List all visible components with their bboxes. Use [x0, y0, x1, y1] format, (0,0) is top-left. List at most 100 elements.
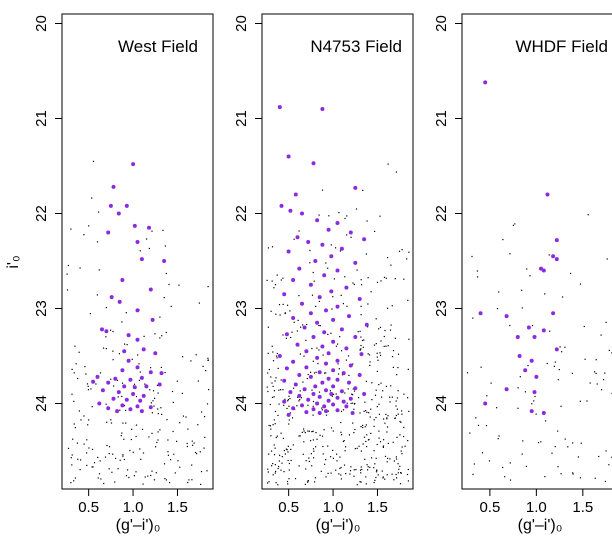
highlighted-point — [286, 249, 291, 254]
background-point — [400, 421, 402, 423]
y-axis: 20 21 22 23 24 — [233, 15, 262, 412]
background-point — [181, 392, 183, 394]
background-point — [90, 388, 92, 390]
background-point — [196, 453, 198, 455]
background-point — [365, 410, 367, 412]
background-point — [477, 276, 479, 278]
background-point — [273, 419, 275, 421]
background-point — [153, 405, 155, 407]
background-point — [281, 456, 283, 458]
background-point — [353, 283, 355, 286]
background-point — [299, 399, 301, 401]
background-point — [603, 379, 605, 381]
highlighted-point — [483, 80, 488, 85]
background-point — [529, 275, 531, 277]
background-point — [367, 277, 369, 279]
x-tick-label: 0.5 — [78, 499, 99, 516]
highlighted-point — [132, 223, 137, 228]
highlighted-point — [304, 365, 309, 370]
background-point — [139, 448, 141, 450]
background-point — [207, 359, 209, 361]
background-point — [315, 305, 317, 307]
x-tick-label: 1.0 — [123, 499, 144, 516]
background-point — [389, 329, 392, 331]
background-point — [84, 366, 86, 368]
background-point — [151, 412, 153, 414]
background-point — [270, 310, 272, 312]
background-point — [359, 469, 362, 471]
highlighted-point — [311, 161, 316, 166]
background-point — [395, 473, 397, 476]
background-point — [187, 428, 189, 430]
background-point — [496, 308, 499, 310]
background-point — [401, 453, 403, 455]
background-point — [340, 466, 342, 469]
background-point — [307, 480, 309, 482]
background-point — [277, 467, 279, 470]
background-point — [121, 382, 124, 384]
background-point — [347, 388, 349, 390]
background-point — [392, 350, 395, 352]
background-point — [347, 355, 350, 357]
background-point — [67, 264, 69, 267]
background-point — [207, 357, 209, 359]
background-point — [373, 481, 375, 484]
background-points — [266, 163, 410, 486]
background-point — [472, 473, 474, 475]
background-point — [385, 413, 387, 415]
background-point — [277, 484, 279, 486]
background-point — [378, 328, 380, 330]
background-point — [341, 374, 344, 376]
background-point — [369, 361, 371, 363]
highlighted-point — [120, 403, 125, 408]
y-tick-label: 24 — [33, 395, 50, 412]
background-point — [383, 439, 385, 441]
background-point — [353, 432, 355, 434]
background-point — [471, 255, 473, 258]
background-point — [348, 434, 350, 436]
background-point — [531, 325, 534, 327]
highlighted-point — [122, 349, 127, 354]
y-tick-label: 24 — [433, 395, 450, 412]
background-point — [312, 271, 314, 274]
background-point — [191, 464, 193, 466]
background-point — [340, 421, 342, 424]
background-point — [156, 441, 158, 444]
background-point — [514, 223, 516, 225]
background-point — [163, 297, 165, 299]
background-point — [366, 446, 368, 448]
background-point — [267, 471, 269, 473]
background-point — [105, 336, 107, 338]
background-point — [496, 407, 498, 409]
background-point — [376, 352, 378, 354]
background-point — [486, 395, 488, 397]
background-point — [560, 473, 562, 475]
highlighted-point — [308, 282, 313, 287]
background-point — [363, 436, 366, 438]
background-point — [268, 481, 270, 483]
background-point — [156, 384, 158, 386]
background-point — [318, 214, 320, 216]
highlighted-point — [554, 257, 559, 262]
highlighted-point — [320, 242, 325, 247]
background-point — [298, 465, 300, 467]
background-point — [386, 417, 388, 419]
background-point — [199, 451, 201, 453]
background-point — [369, 416, 371, 418]
background-point — [303, 355, 305, 357]
background-point — [91, 448, 94, 450]
background-point — [337, 363, 339, 365]
highlighted-point — [326, 351, 331, 356]
background-point — [356, 447, 358, 449]
background-point — [325, 414, 328, 416]
background-point — [333, 278, 335, 280]
highlighted-point — [111, 184, 116, 189]
background-point — [282, 277, 284, 279]
background-point — [339, 250, 341, 252]
y-tick-label: 24 — [233, 395, 250, 412]
highlighted-point — [350, 411, 355, 415]
background-point — [342, 440, 344, 443]
background-point — [77, 377, 79, 380]
background-point — [187, 481, 189, 484]
background-point — [352, 422, 354, 424]
